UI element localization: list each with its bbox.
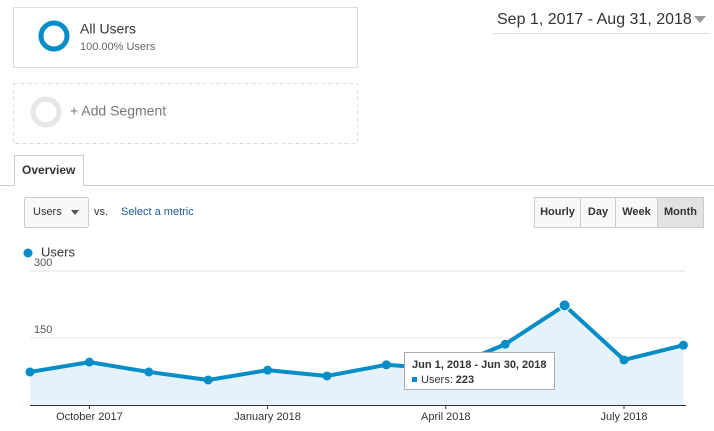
select-metric-link[interactable]: Select a metric [121, 206, 194, 218]
line [29, 303, 684, 382]
segment-card[interactable] [13, 7, 358, 68]
tooltip-label: Users: [421, 374, 453, 386]
point[interactable] [144, 367, 154, 377]
point[interactable] [678, 340, 688, 350]
granularity-button[interactable] [615, 197, 658, 228]
tab [14, 155, 84, 186]
tab-label[interactable]: Overview [22, 163, 76, 177]
area [30, 305, 684, 405]
granularity-button[interactable] [657, 197, 704, 228]
granularity-label: Hourly [540, 206, 576, 218]
point[interactable] [558, 299, 571, 312]
add-segment-card[interactable] [13, 83, 358, 144]
metric-caret [71, 210, 79, 215]
point[interactable] [25, 367, 35, 377]
x-tick-label: April 2018 [421, 411, 471, 423]
point[interactable] [381, 360, 391, 370]
granularity-button[interactable] [534, 197, 581, 228]
point[interactable] [500, 339, 510, 349]
granularity-label: Month [664, 206, 697, 218]
metric-select-label: Users [33, 206, 62, 218]
chart: 150 300 October 2017 January 2018 April 2018… [25, 257, 688, 423]
x-tick-label: January 2018 [234, 411, 301, 423]
granularity-label: Week [622, 206, 651, 218]
point[interactable] [619, 355, 629, 365]
tooltip-value: Users: 223 [421, 374, 474, 386]
granularity-button[interactable] [580, 197, 616, 228]
add-segment-icon [30, 96, 62, 128]
point[interactable] [263, 365, 273, 375]
y-tick-label: 150 [34, 324, 52, 336]
tooltip-number: 223 [456, 374, 474, 386]
point[interactable] [322, 371, 332, 381]
add-segment: + Add Segment [70, 103, 166, 119]
point[interactable] [203, 375, 213, 385]
legend-label: Users [41, 244, 75, 259]
x-tick-label: July 2018 [600, 411, 647, 423]
granularity-label: Day [588, 206, 609, 218]
date-caret [694, 16, 706, 23]
metric-select[interactable] [24, 197, 89, 228]
segment-name: All Users [80, 21, 136, 37]
segment-share: 100.00% Users [80, 41, 156, 53]
tooltip-marker [412, 377, 417, 382]
vs-label: vs. [94, 206, 108, 218]
granularity-group: Hourly Day Week Month [534, 197, 704, 228]
y-tick-label: 300 [34, 257, 52, 269]
date-range[interactable]: Sep 1, 2017 - Aug 31, 2018 [497, 11, 692, 28]
tab-gap [15, 184, 83, 187]
legend-marker [23, 248, 33, 258]
x-tick-label: October 2017 [56, 411, 123, 423]
tooltip [404, 352, 555, 390]
point[interactable] [84, 357, 94, 367]
segment-icon [38, 20, 70, 52]
tooltip-title: Jun 1, 2018 - Jun 30, 2018 [412, 359, 547, 371]
